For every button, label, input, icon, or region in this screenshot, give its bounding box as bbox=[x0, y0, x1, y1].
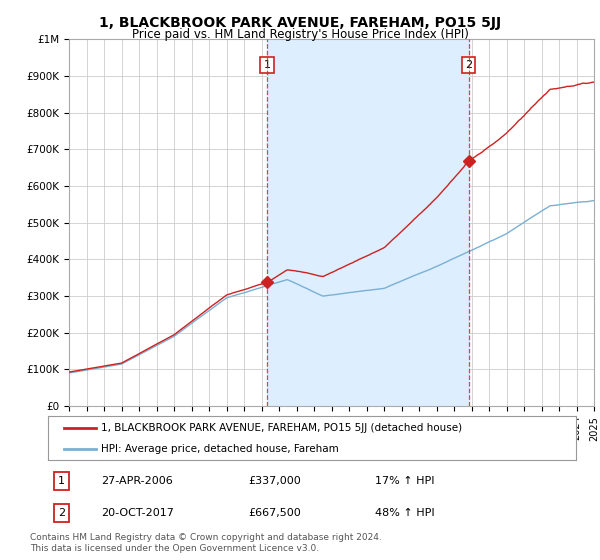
Text: HPI: Average price, detached house, Fareham: HPI: Average price, detached house, Fare… bbox=[101, 444, 338, 454]
Text: 20-OCT-2017: 20-OCT-2017 bbox=[101, 508, 173, 518]
Text: £337,000: £337,000 bbox=[248, 476, 301, 486]
Text: Contains HM Land Registry data © Crown copyright and database right 2024.
This d: Contains HM Land Registry data © Crown c… bbox=[30, 533, 382, 553]
Text: 1, BLACKBROOK PARK AVENUE, FAREHAM, PO15 5JJ: 1, BLACKBROOK PARK AVENUE, FAREHAM, PO15… bbox=[99, 16, 501, 30]
Text: 1, BLACKBROOK PARK AVENUE, FAREHAM, PO15 5JJ (detached house): 1, BLACKBROOK PARK AVENUE, FAREHAM, PO15… bbox=[101, 423, 462, 433]
Text: 27-APR-2006: 27-APR-2006 bbox=[101, 476, 173, 486]
Text: 2: 2 bbox=[465, 60, 472, 70]
Text: 1: 1 bbox=[264, 60, 271, 70]
Text: 17% ↑ HPI: 17% ↑ HPI bbox=[376, 476, 435, 486]
Text: 2: 2 bbox=[58, 508, 65, 518]
Text: £667,500: £667,500 bbox=[248, 508, 301, 518]
Text: 1: 1 bbox=[58, 476, 65, 486]
Text: Price paid vs. HM Land Registry's House Price Index (HPI): Price paid vs. HM Land Registry's House … bbox=[131, 28, 469, 41]
Bar bbox=[268, 39, 469, 406]
Text: 48% ↑ HPI: 48% ↑ HPI bbox=[376, 508, 435, 518]
